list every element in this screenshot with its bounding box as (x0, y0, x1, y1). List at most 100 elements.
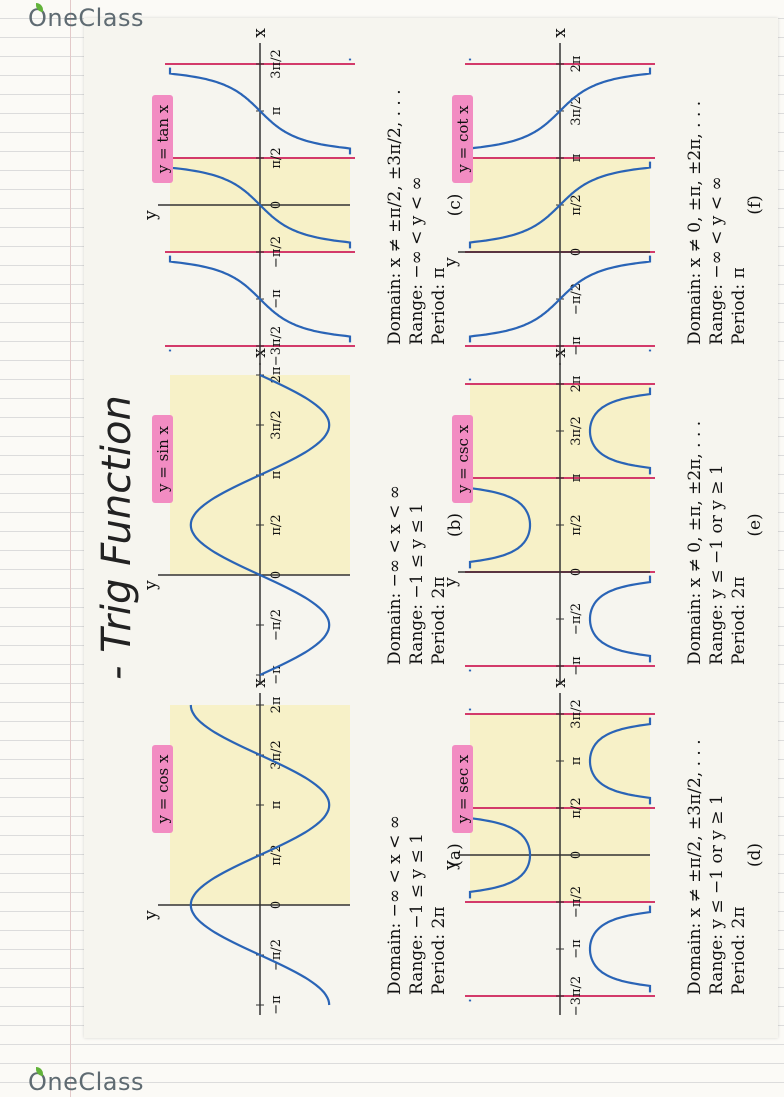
x-tick-label: π (569, 153, 584, 162)
x-tick-label: 3π/2 (569, 699, 584, 728)
x-tick-label: 0 (569, 851, 584, 859)
x-tick-label: π/2 (269, 514, 284, 535)
panel-c: x y −3π/2 −π −π/2 0 π/2 π 3π/2 y = tan x Domain: x… (141, 28, 465, 366)
function-label-highlight (452, 415, 473, 503)
range-text: Range: y ≤ −1 or y ≥ 1 (707, 794, 727, 995)
x-tick-label: π/2 (569, 514, 584, 535)
function-label-highlight (452, 95, 473, 183)
function-label: y = sec x (454, 754, 472, 824)
brand-name: OneClass (28, 4, 145, 32)
x-tick-label: −π (569, 656, 584, 676)
x-tick-label: −π (569, 939, 584, 959)
period-text: Period: 2π (429, 576, 449, 665)
range-text: Range: y ≤ −1 or y ≥ 1 (707, 464, 727, 665)
x-tick-label: π/2 (569, 194, 584, 215)
y-axis-label: y (141, 910, 161, 921)
function-curve (588, 905, 652, 993)
function-curve (468, 481, 532, 569)
function-curve (189, 704, 331, 1006)
function-label-highlight (152, 95, 173, 183)
x-tick-label: −π (269, 289, 284, 309)
function-curve (588, 575, 652, 663)
function-label: y = cos x (154, 754, 172, 824)
function-curve (588, 387, 652, 475)
range-text: Range: −1 ≤ y ≤ 1 (407, 833, 427, 995)
function-label-highlight (152, 745, 173, 833)
x-tick-label: π (269, 800, 284, 809)
period-text: Period: π (729, 267, 749, 345)
domain-text: Domain: x ≠ 0, ±π, ±2π, . . . (685, 101, 705, 345)
x-tick-label: −3π/2 (569, 976, 584, 1016)
x-tick-label: 2π (269, 366, 284, 383)
x-tick-label: 3π/2 (269, 49, 284, 78)
function-label-highlight (152, 415, 173, 503)
panel-tag: (b) (445, 513, 465, 537)
range-text: Range: −∞ < y < ∞ (407, 176, 427, 345)
x-tick-label: 3π/2 (569, 96, 584, 125)
brand-name: OneClass (28, 1068, 145, 1096)
x-tick-label: π (269, 470, 284, 479)
x-tick-label: π/2 (569, 797, 584, 818)
period-text: Period: 2π (729, 576, 749, 665)
x-tick-label: 0 (269, 901, 284, 909)
x-tick-label: π (269, 106, 284, 115)
x-tick-label: 2π (569, 375, 584, 392)
x-tick-label: 3π/2 (569, 416, 584, 445)
panel-tag: (c) (445, 194, 465, 217)
x-tick-label: −π (569, 336, 584, 356)
function-curve (468, 255, 652, 343)
domain-text: Domain: −∞ < x < ∞ (385, 485, 405, 665)
x-tick-label: −π (269, 995, 284, 1015)
x-tick-label: −π/2 (569, 283, 584, 315)
range-text: Range: −∞ < y < ∞ (707, 176, 727, 345)
handwritten-title: - Trig Function (94, 395, 140, 680)
domain-text: Domain: −∞ < x < ∞ (385, 815, 405, 995)
function-curve (468, 161, 652, 249)
panel-tag: (d) (745, 843, 765, 867)
function-label: y = tan x (154, 104, 172, 174)
function-label-highlight (452, 745, 473, 833)
landscape-content: - Trig Function x y −π −π/2 0 π/2 π 3π/2 2π y = c… (94, 28, 765, 1016)
function-label: y = sin x (154, 425, 172, 493)
x-tick-label: 3π/2 (269, 410, 284, 439)
x-tick-label: −π/2 (269, 609, 284, 641)
panel-tag: (f) (745, 195, 765, 215)
x-tick-label: 2π (269, 696, 284, 713)
x-tick-label: π/2 (269, 147, 284, 168)
x-tick-label: −π/2 (269, 939, 284, 971)
brand-logo-top: OneClass (28, 4, 144, 32)
x-tick-label: 0 (269, 571, 284, 579)
period-text: Period: 2π (729, 906, 749, 995)
x-tick-label: 0 (569, 568, 584, 576)
panel-f: x y −π −π/2 0 π/2 π 3π/2 2π y = cot x Domain: x ≠ … (441, 28, 765, 365)
x-tick-label: 2π (569, 55, 584, 72)
function-curve (468, 67, 652, 155)
x-tick-label: −π/2 (269, 236, 284, 268)
panel-tag: (e) (745, 513, 765, 536)
leaf-icon (36, 1067, 43, 1076)
domain-text: Domain: x ≠ ±π/2, ±3π/2, . . . (385, 89, 405, 345)
y-axis-label: y (141, 580, 161, 591)
function-label: y = cot x (454, 105, 472, 174)
function-label: y = csc x (454, 424, 472, 494)
x-tick-label: π (569, 756, 584, 765)
function-curve (168, 255, 352, 343)
x-tick-label: −π/2 (569, 603, 584, 635)
x-axis-label: x (550, 28, 570, 38)
y-axis-label: y (441, 257, 461, 268)
period-text: Period: π (429, 267, 449, 345)
leaf-icon (36, 3, 43, 12)
x-tick-label: −3π/2 (269, 326, 284, 366)
function-curve (588, 717, 652, 805)
function-curve (168, 161, 352, 249)
x-axis-label: x (250, 28, 270, 38)
domain-text: Domain: x ≠ ±π/2, ±3π/2, . . . (685, 739, 705, 995)
y-axis-label: y (141, 210, 161, 221)
y-axis-label: y (441, 860, 461, 871)
function-curve (189, 374, 331, 676)
